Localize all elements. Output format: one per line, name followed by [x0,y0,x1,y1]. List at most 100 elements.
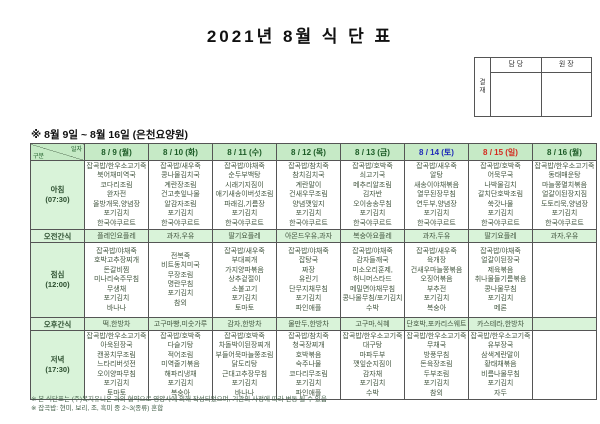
menu-item: 콩나물무침 [484,285,517,293]
snack-cell: 딸기요플레 [212,229,277,243]
row-저녁: 저녁 (17:30) 잡곡밥/한우소고기죽 아욱된장국 캔꽁치무조림 느타리버섯전 오이양파… [30,330,597,400]
menu-cell [532,330,597,400]
snack-cell: 단호박,포카리스웨트 [404,317,469,331]
menu-item: 제육볶음 [487,266,514,274]
menu-item: 잡곡밥/야채죽 [96,248,137,256]
menu-item: 가지양파볶음 [225,266,264,274]
footnote-agreement: ※ 본 식단표는 (주)복지유니온 과의 협약으로 영양사에 의해 작성되었으며… [31,396,327,403]
menu-item: 계란말이 [295,181,322,189]
menu-item: 포기김치 [231,380,258,388]
menu-item: 잡곡밥/야채죽 [480,248,521,256]
menu-item: 파인애플 [295,389,322,397]
row-점심: 점심 (12:00) 잡곡밥/야채죽 호박고추장찌개 돈갈비찜 미나리숙주무침 무생채 포기김… [30,242,597,318]
menu-item: 새송이야채볶음 [413,181,460,189]
menu-item: 포기김치 [103,380,130,388]
menu-item: 복숭아 [170,389,191,397]
row-label-저녁: 저녁 (17:30) [30,330,85,400]
menu-item: 완자전 [106,191,127,199]
menu-item: 오이양파무침 [97,370,136,378]
menu-item: 토마토 [234,304,255,312]
approval-stamp-char-1: 결 [479,79,486,86]
menu-item: 숙주나물 [295,361,322,369]
menu-item: 건새우무조림 [289,191,328,199]
page-title: 2021년 8월 식 단 표 [206,27,394,46]
snack-cell: 고구마,식혜 [340,317,405,331]
menu-cell: 잡곡밥/호박죽 다슬기탕 적어조림 미역줄기볶음 해파리냉채 포기김치 복숭아 [148,330,213,400]
row-label-아침: 아침 (07:30) [30,160,85,230]
menu-item: 잡곡밥/호박죽 [160,333,201,341]
menu-item: 한국야쿠르트 [417,219,456,227]
menu-item: 포기김치 [359,210,386,218]
corner-cell: 일자 구분 [30,143,85,161]
row-label-점심: 점심 (12:00) [30,242,85,318]
menu-item: 부들어묵마늘쫑조림 [215,351,274,359]
approval-stamp-label: 결 재 [475,58,491,116]
menu-item: 얼갈이된장국 [481,257,520,265]
approval-header-row: 담 당 원 장 [491,58,591,73]
menu-item: 잡곡밥/한우소고기죽 [342,333,403,341]
menu-cell: 잡곡밥/호박죽 차돌박이된장찌개 부들어묵마늘쫑조림 닭도리탕 근대고추장무침 포기김치 바… [212,330,277,400]
menu-cell: 잡곡밥/한우소고기죽 동태매운탕 마늘쫑멸치볶음 얼갈이된장지짐 도토리묵,양념장 포기김… [532,160,597,230]
menu-item: 황태채볶음 [484,361,517,369]
menu-cell: 잡곡밥/한우소고기죽 북어채미역국 코다리조림 완자전 올방개묵,양념장 포기김치 한국야쿠… [84,160,149,230]
row-label-name: 점심 [50,270,65,279]
snack-cell: 떡,한방차 [84,317,149,331]
date-header-8: 8 / 16 (월) [532,143,597,161]
menu-item: 육개장 [426,257,447,265]
menu-item: 미나리숙주무침 [93,276,140,284]
menu-item: 무장조림 [167,271,194,279]
menu-item: 한국야쿠르트 [161,219,200,227]
menu-item: 계란장조림 [164,181,197,189]
menu-table-body: 일자 구분 8 / 9 (월) 8 / 10 (화) 8 / 11 (수) 8 / 12 … [30,143,597,400]
menu-item: 마파두부 [359,351,386,359]
menu-item: 올방개묵,양념장 [92,200,141,208]
menu-item: 잡곡밥/한우소고기죽 [86,163,147,171]
snack-cell: 카스테라,한방차 [468,317,533,331]
menu-item: 포기김치 [423,295,450,303]
row-label-time: (07:30) [45,195,70,204]
menu-item: 전복죽 [170,252,191,260]
approval-stamp-char-2: 재 [479,87,486,94]
approval-sign-cell-director [540,73,592,116]
menu-cell: 잡곡밥/한우소고기죽 유부장국 삼색계란말이 황태채볶음 비름나물무침 포기김치 자두 [468,330,533,400]
menu-item: 도토리묵,양념장 [540,200,589,208]
approval-signature-row [491,73,591,116]
menu-item: 청국장찌개 [292,342,325,350]
menu-item: 호박볶음 [295,351,322,359]
menu-cell: 잡곡밥/한우소고기죽 아욱된장국 캔꽁치무조림 느타리버섯전 오이양파무침 포기김치 토마토 [84,330,149,400]
snack-cell: 복숭아요플레 [340,229,405,243]
menu-item: 해파리냉채 [164,370,197,378]
menu-cell: 잡곡밥/새우죽 알탕 새송이야채볶음 열무된장무침 연두부,양념장 포기김치 한국야쿠르트 [404,160,469,230]
approval-sign-cell-manager [491,73,541,116]
menu-item: 시래기지짐이 [225,181,264,189]
menu-item: 느타리버섯전 [97,361,136,369]
menu-item: 감자들깨국 [356,257,389,265]
menu-item: 코다리조림 [100,181,133,189]
corner-label-category: 구분 [33,154,45,160]
row-오전간식: 오전간식 플레인요플레 과자,우유 딸기요플레 아몬드우유,과자 복숭아요플레 과자,두유 딸… [30,229,597,243]
menu-item: 양념깻잎지 [292,200,325,208]
menu-item: 알탕 [430,172,443,180]
date-header-row: 일자 구분 8 / 9 (월) 8 / 10 (화) 8 / 11 (수) 8 / 12 … [30,143,597,161]
menu-item: 참외 [174,299,187,307]
menu-item: 잡곡밥/새우죽 [224,248,265,256]
menu-item: 포기김치 [423,380,450,388]
menu-item: 콩나물무침/포기김치 [342,295,403,303]
menu-item: 얼갈이된장지짐 [541,191,588,199]
menu-item: 잡곡밥/호박죽 [352,163,393,171]
footnotes: ※ 본 식단표는 (주)복지유니온 과의 협약으로 영양사에 의해 작성되었으며… [31,395,327,413]
menu-item: 잡곡밥/참치죽 [288,333,329,341]
menu-item: 한국야쿠르트 [225,219,264,227]
approval-col-manager: 담 당 [508,61,524,68]
menu-item: 토마토 [106,389,127,397]
row-label-time: (12:00) [45,280,70,289]
menu-item: 북어채미역국 [97,172,136,180]
menu-item: 동태매운탕 [548,172,581,180]
menu-item: 갈치단호박조림 [477,191,524,199]
menu-item: 한국야쿠르트 [289,219,328,227]
menu-item: 상추겉절이 [228,276,261,284]
date-header-3: 8 / 11 (수) [212,143,277,161]
menu-cell: 잡곡밥/야채죽 호박고추장찌개 돈갈비찜 미나리숙주무침 무생채 포기김치 바나나 [84,242,149,318]
menu-item: 방풍무침 [423,351,450,359]
